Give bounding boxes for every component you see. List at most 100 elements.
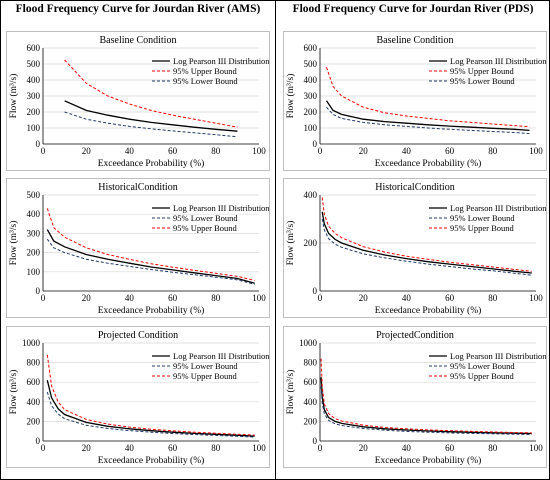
y-tick-label: 1000 xyxy=(22,338,41,348)
x-tick-label: 60 xyxy=(445,146,455,156)
x-tick-label: 20 xyxy=(359,443,369,453)
x-tick-label: 40 xyxy=(402,443,412,453)
chart-svg: Baseline Condition 0 100 200 300 400 500 600 0 20… xyxy=(8,35,269,169)
series-line-3 xyxy=(326,106,530,135)
chart-svg: Projected Condition 0 200 400 600 800 1000 0 20 4… xyxy=(8,330,269,466)
x-tick-label: 20 xyxy=(82,443,92,453)
x-axis-label: Exceedance Probability (%) xyxy=(375,158,482,169)
legend-entry: 95% Upper Bound xyxy=(173,66,237,76)
y-tick-label: 300 xyxy=(27,228,41,238)
legend-entry: 95% Lower Bound xyxy=(450,76,515,86)
y-tick-label: 0 xyxy=(36,436,41,446)
x-tick-label: 20 xyxy=(82,293,92,303)
series-line-1 xyxy=(64,100,238,132)
x-axis-label: Exceedance Probability (%) xyxy=(98,455,205,466)
x-tick-label: 100 xyxy=(252,443,266,453)
x-tick-label: 60 xyxy=(168,146,178,156)
x-tick-label: 0 xyxy=(318,293,323,303)
x-tick-label: 80 xyxy=(211,443,221,453)
series-line-1 xyxy=(46,229,255,284)
y-tick-label: 300 xyxy=(27,91,41,101)
legend-entry: 95% Lower Bound xyxy=(450,213,515,223)
legend-entry: 95% Lower Bound xyxy=(450,361,515,371)
legend-entry: 95% Lower Bound xyxy=(173,361,238,371)
x-tick-label: 40 xyxy=(125,146,135,156)
legend-entry: 95% Upper Bound xyxy=(450,371,514,381)
y-axis-label: Flow (m³/s) xyxy=(8,221,19,266)
chart-ams-historical: HistoricalCondition 0 100 200 300 400 500 0 20 40… xyxy=(6,178,270,318)
series-line-1 xyxy=(320,377,532,435)
y-tick-label: 500 xyxy=(27,59,41,69)
series-line-3 xyxy=(46,354,255,436)
y-tick-label: 200 xyxy=(304,107,318,117)
series-line-1 xyxy=(325,100,530,132)
y-tick-label: 400 xyxy=(304,190,318,200)
y-axis-label: Flow (m³/s) xyxy=(285,74,296,119)
y-tick-label: 600 xyxy=(304,377,318,387)
legend-entry: 95% Upper Bound xyxy=(450,223,514,233)
x-tick-label: 40 xyxy=(402,293,412,303)
x-tick-label: 20 xyxy=(359,146,369,156)
x-tick-label: 80 xyxy=(488,146,498,156)
series-line-3 xyxy=(320,358,532,434)
left-column-title: Flood Frequency Curve for Jourdan River … xyxy=(15,3,261,15)
y-tick-label: 0 xyxy=(36,286,41,296)
y-tick-label: 600 xyxy=(304,43,318,53)
y-tick-label: 300 xyxy=(304,91,318,101)
y-tick-label: 1000 xyxy=(299,338,318,348)
y-tick-label: 500 xyxy=(27,190,41,200)
x-tick-label: 0 xyxy=(41,443,46,453)
legend-entry: 95% Lower Bound xyxy=(173,76,238,86)
x-tick-label: 80 xyxy=(488,293,498,303)
chart-svg: ProjectedCondition 0 200 400 600 800 1000 0 20 40… xyxy=(285,330,546,466)
y-axis-label: Flow (m³/s) xyxy=(8,370,19,415)
series-line-3 xyxy=(46,208,255,281)
y-tick-label: 500 xyxy=(304,59,318,69)
x-tick-label: 60 xyxy=(168,293,178,303)
x-tick-label: 80 xyxy=(488,443,498,453)
x-tick-label: 40 xyxy=(125,293,135,303)
chart-svg: Baseline Condition 0 100 200 300 400 500 600 0 20… xyxy=(285,35,546,169)
series-line-3 xyxy=(64,111,238,138)
x-axis-label: Exceedance Probability (%) xyxy=(375,305,482,316)
chart-title: Baseline Condition xyxy=(100,35,177,46)
chart-title: ProjectedCondition xyxy=(376,330,454,341)
y-tick-label: 100 xyxy=(27,123,41,133)
legend-entry: 95% Upper Bound xyxy=(450,66,514,76)
x-tick-label: 100 xyxy=(529,293,543,303)
x-tick-label: 0 xyxy=(41,293,46,303)
legend-entry: Log Pearson III Distribution xyxy=(450,203,546,213)
x-tick-label: 100 xyxy=(252,146,266,156)
x-tick-label: 60 xyxy=(445,443,455,453)
x-tick-label: 40 xyxy=(402,146,412,156)
y-tick-label: 200 xyxy=(27,248,41,258)
x-tick-label: 0 xyxy=(318,146,323,156)
x-tick-label: 80 xyxy=(211,293,221,303)
y-tick-label: 200 xyxy=(304,416,318,426)
series-line-2 xyxy=(321,218,532,276)
x-tick-label: 100 xyxy=(529,146,543,156)
chart-title: HistoricalCondition xyxy=(375,182,454,193)
chart-svg: HistoricalCondition 0 100 200 300 400 500 0 20 40… xyxy=(8,182,269,316)
column-separator xyxy=(275,0,276,480)
y-tick-label: 0 xyxy=(313,436,318,446)
legend-entry: Log Pearson III Distribution xyxy=(173,56,269,66)
x-tick-label: 40 xyxy=(125,443,135,453)
series-line-2 xyxy=(46,391,255,438)
y-tick-label: 400 xyxy=(304,397,318,407)
x-axis-label: Exceedance Probability (%) xyxy=(98,158,205,169)
x-tick-label: 80 xyxy=(211,146,221,156)
x-tick-label: 20 xyxy=(359,293,369,303)
x-tick-label: 100 xyxy=(252,293,266,303)
series-line-1 xyxy=(321,211,532,274)
series-line-2 xyxy=(320,386,532,435)
chart-svg: HistoricalCondition 0 200 400 0 20 40 60 80 100 Ex… xyxy=(285,182,546,316)
chart-title: Baseline Condition xyxy=(377,35,454,46)
x-axis-label: Exceedance Probability (%) xyxy=(375,455,482,466)
legend-entry: Log Pearson III Distribution xyxy=(450,56,546,66)
x-axis-label: Exceedance Probability (%) xyxy=(98,305,205,316)
y-tick-label: 0 xyxy=(36,139,41,149)
y-tick-label: 100 xyxy=(27,267,41,277)
y-tick-label: 200 xyxy=(27,107,41,117)
chart-title: Projected Condition xyxy=(98,330,178,341)
